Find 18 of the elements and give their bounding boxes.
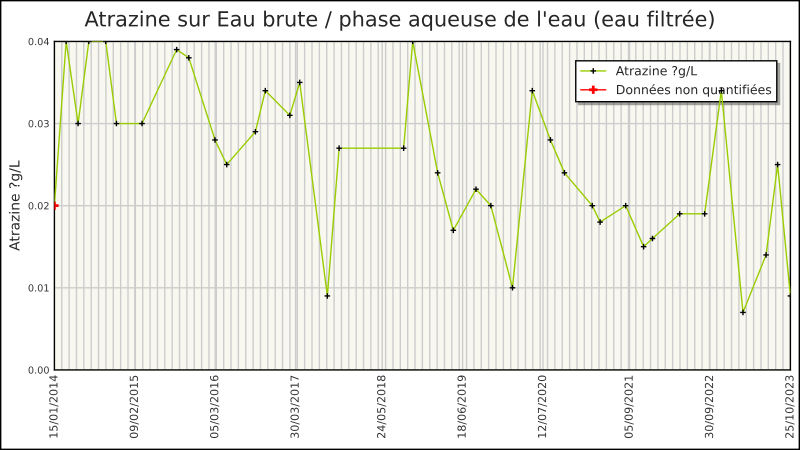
x-tick-label: 25/10/2023 [785,376,794,438]
y-tick-label: 0.02 [28,202,49,210]
y-tick-label: 0.01 [28,284,49,292]
x-tick-label: 30/03/2017 [290,376,300,438]
x-tick-label: 09/02/2015 [130,376,139,438]
y-tick-label: 0.04 [28,38,49,46]
x-tick-label: 05/03/2016 [210,375,220,438]
x-tick-label: 30/09/2022 [704,376,714,438]
legend-label: Atrazine ?g/L [616,66,698,78]
x-tick-label: 12/07/2020 [538,376,548,438]
x-tick-label: 15/01/2014 [49,375,58,438]
y-axis-title: Atrazine ?g/L [8,160,22,251]
x-tick-label: 18/06/2019 [457,376,467,438]
x-tick-label: 05/09/2021 [624,376,634,438]
chart-title: Atrazine sur Eau brute / phase aqueuse de l'eau (eau filtrée) [84,10,714,31]
y-tick-label: 0.00 [28,366,49,374]
y-tick-label: 0.03 [28,120,49,128]
x-tick-label: 24/05/2018 [377,376,386,438]
